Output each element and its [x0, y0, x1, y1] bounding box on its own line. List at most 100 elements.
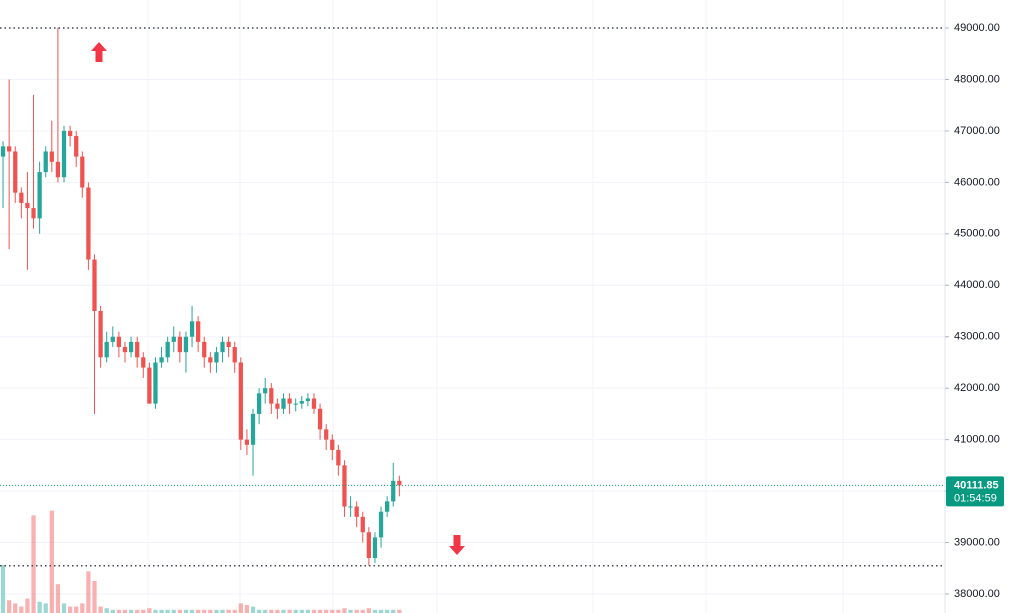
candle-body [43, 151, 48, 173]
volume-bar [226, 609, 231, 613]
volume-bar [299, 609, 304, 613]
volume-bar [366, 608, 371, 613]
up-arrow [91, 42, 107, 62]
volume-bar [220, 609, 225, 613]
volume-bar [92, 581, 97, 613]
candle-body [287, 398, 292, 404]
candle-body [281, 398, 286, 409]
volume-bar [80, 603, 85, 613]
volume-bar [55, 584, 61, 613]
candle-body [0, 146, 6, 157]
candle-body [275, 403, 280, 409]
y-tick-label: 46000.00 [954, 176, 1000, 188]
volume-bar [238, 603, 243, 613]
volume-bar [128, 609, 134, 613]
y-tick-label: 43000.00 [954, 331, 1000, 343]
candle-body [305, 398, 311, 402]
volume-bar [305, 609, 311, 613]
volume-bar [208, 609, 213, 613]
candle-body [299, 401, 304, 404]
volume-bar [202, 609, 207, 613]
volume-bar [391, 609, 396, 613]
candle-body [171, 336, 176, 342]
candle-body [19, 192, 24, 203]
candle-body [324, 429, 329, 440]
volume-bar [311, 609, 317, 613]
candle-body [366, 532, 371, 558]
candle-body [98, 311, 103, 358]
candle-body [244, 439, 250, 445]
candle-body [67, 130, 73, 137]
volume-bar [354, 609, 359, 613]
candle-body [232, 347, 237, 363]
volume-bar [250, 606, 256, 613]
volume-bar [165, 609, 170, 613]
last-price-label: 40111.85 [954, 479, 999, 491]
candle-body [348, 506, 353, 508]
candle-body [86, 187, 91, 260]
volume-bar [189, 609, 195, 613]
volume-bar [122, 609, 128, 613]
countdown-label: 01:54:59 [954, 492, 997, 504]
candle-body [214, 352, 219, 363]
volume-bar [67, 606, 73, 613]
candle-body [116, 336, 122, 348]
candle-body [110, 336, 115, 342]
volume-bar [214, 609, 219, 613]
candle-body [80, 156, 85, 188]
candle-body [135, 341, 140, 358]
candle-body [263, 388, 268, 394]
candle-body [196, 321, 201, 342]
y-tick-label: 47000.00 [954, 125, 1000, 137]
candle-body [128, 341, 134, 353]
y-tick-label: 38000.00 [954, 588, 1000, 600]
volume-bar [13, 603, 18, 613]
candle-body [92, 259, 97, 312]
candle-body [385, 501, 390, 512]
volume-bar [31, 515, 36, 613]
volume-bar [177, 609, 182, 613]
volume-bar [336, 609, 341, 613]
down-arrow [449, 535, 465, 555]
volume-bar [348, 609, 353, 613]
volume-bar [43, 603, 48, 613]
candle-body [104, 341, 109, 358]
candle-body [372, 537, 378, 558]
volume-bar [244, 605, 250, 613]
volume-bar [110, 609, 115, 613]
volume-bar [232, 609, 237, 613]
candle-body [147, 367, 152, 404]
candle-body [7, 146, 12, 152]
y-tick-label: 41000.00 [954, 434, 1000, 446]
volume-bar [385, 609, 390, 613]
volume-bar [397, 609, 402, 613]
candle-body [238, 362, 243, 440]
candle-body [220, 341, 225, 353]
candle-body [159, 357, 164, 363]
volume-bar [263, 609, 268, 613]
volume-bar [61, 603, 67, 613]
volume-bar [330, 609, 335, 613]
volume-bar [19, 606, 24, 613]
candle-body [311, 398, 317, 409]
candle-body [122, 347, 128, 353]
candle-body [37, 172, 42, 219]
volume-bar [153, 609, 158, 613]
volume-bar [269, 609, 274, 613]
candle-body [25, 202, 30, 209]
volume-bar [135, 609, 140, 613]
candle-body [74, 136, 79, 157]
candle-body [342, 465, 347, 507]
volume-bar [360, 609, 365, 613]
candle-body [165, 341, 170, 358]
volume-bar [49, 510, 54, 613]
y-tick-label: 39000.00 [954, 536, 1000, 548]
volume-bar [25, 598, 30, 613]
candle-body [189, 321, 195, 337]
volume-bar [287, 609, 292, 613]
candle-body [256, 393, 262, 414]
volume-bar [281, 609, 286, 613]
y-tick-label: 42000.00 [954, 382, 1000, 394]
